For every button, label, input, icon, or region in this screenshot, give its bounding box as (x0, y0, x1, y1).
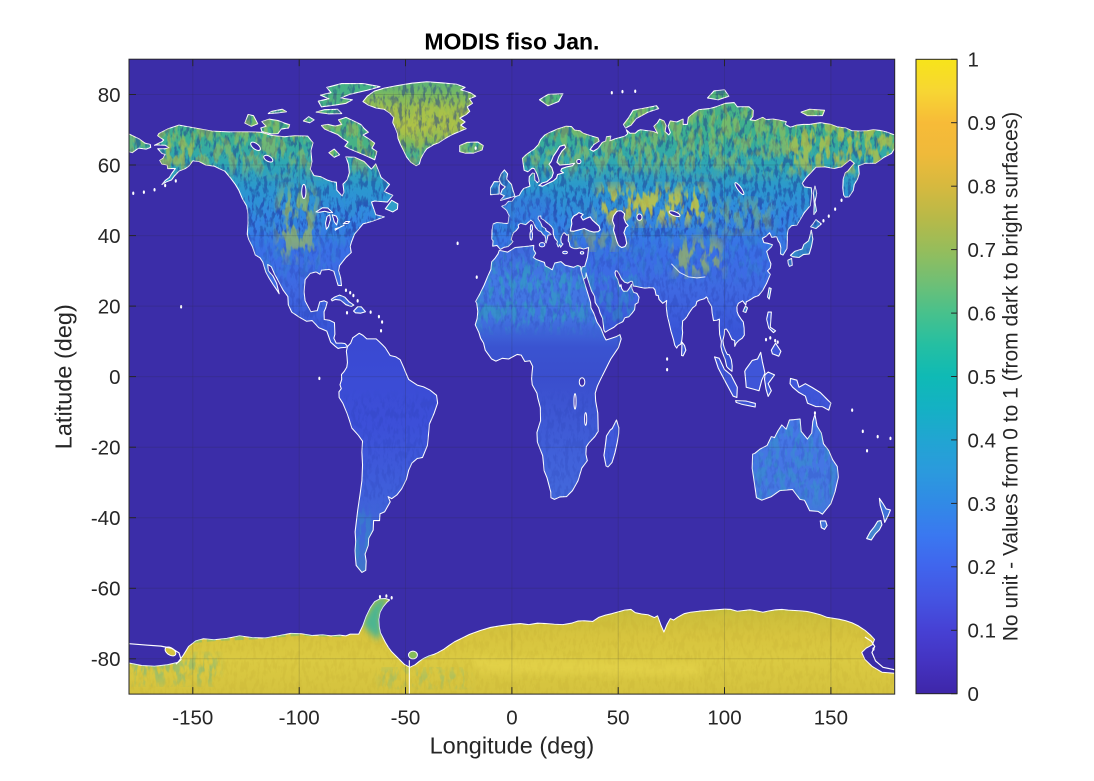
svg-text:1: 1 (968, 49, 979, 72)
svg-text:-20: -20 (91, 437, 121, 460)
svg-text:0.2: 0.2 (968, 556, 997, 579)
svg-text:50: 50 (607, 706, 630, 729)
svg-text:0.7: 0.7 (968, 239, 997, 262)
svg-text:100: 100 (707, 706, 741, 729)
svg-text:0: 0 (968, 683, 979, 706)
svg-text:-100: -100 (279, 706, 320, 729)
svg-text:Latitude (deg): Latitude (deg) (51, 304, 77, 449)
svg-text:0.5: 0.5 (968, 366, 997, 389)
svg-text:-150: -150 (172, 706, 213, 729)
svg-text:0: 0 (506, 706, 517, 729)
svg-text:0.3: 0.3 (968, 493, 997, 516)
svg-text:0: 0 (109, 366, 120, 389)
svg-text:80: 80 (98, 84, 121, 107)
svg-text:-50: -50 (391, 706, 421, 729)
svg-text:-60: -60 (91, 578, 121, 601)
svg-text:20: 20 (98, 296, 121, 319)
svg-text:0.6: 0.6 (968, 303, 997, 326)
svg-text:Longitude (deg): Longitude (deg) (430, 733, 595, 759)
svg-text:-40: -40 (91, 507, 121, 530)
svg-text:40: 40 (98, 225, 121, 248)
svg-text:No unit - Values from 0 to 1 (: No unit - Values from 0 to 1 (from dark … (1000, 112, 1023, 641)
svg-text:0.1: 0.1 (968, 620, 997, 643)
svg-text:MODIS fiso Jan.: MODIS fiso Jan. (424, 29, 599, 55)
svg-text:0.9: 0.9 (968, 112, 997, 135)
svg-text:-80: -80 (91, 648, 121, 671)
svg-text:150: 150 (814, 706, 848, 729)
svg-text:60: 60 (98, 154, 121, 177)
svg-text:0.8: 0.8 (968, 176, 997, 199)
svg-text:0.4: 0.4 (968, 429, 997, 452)
